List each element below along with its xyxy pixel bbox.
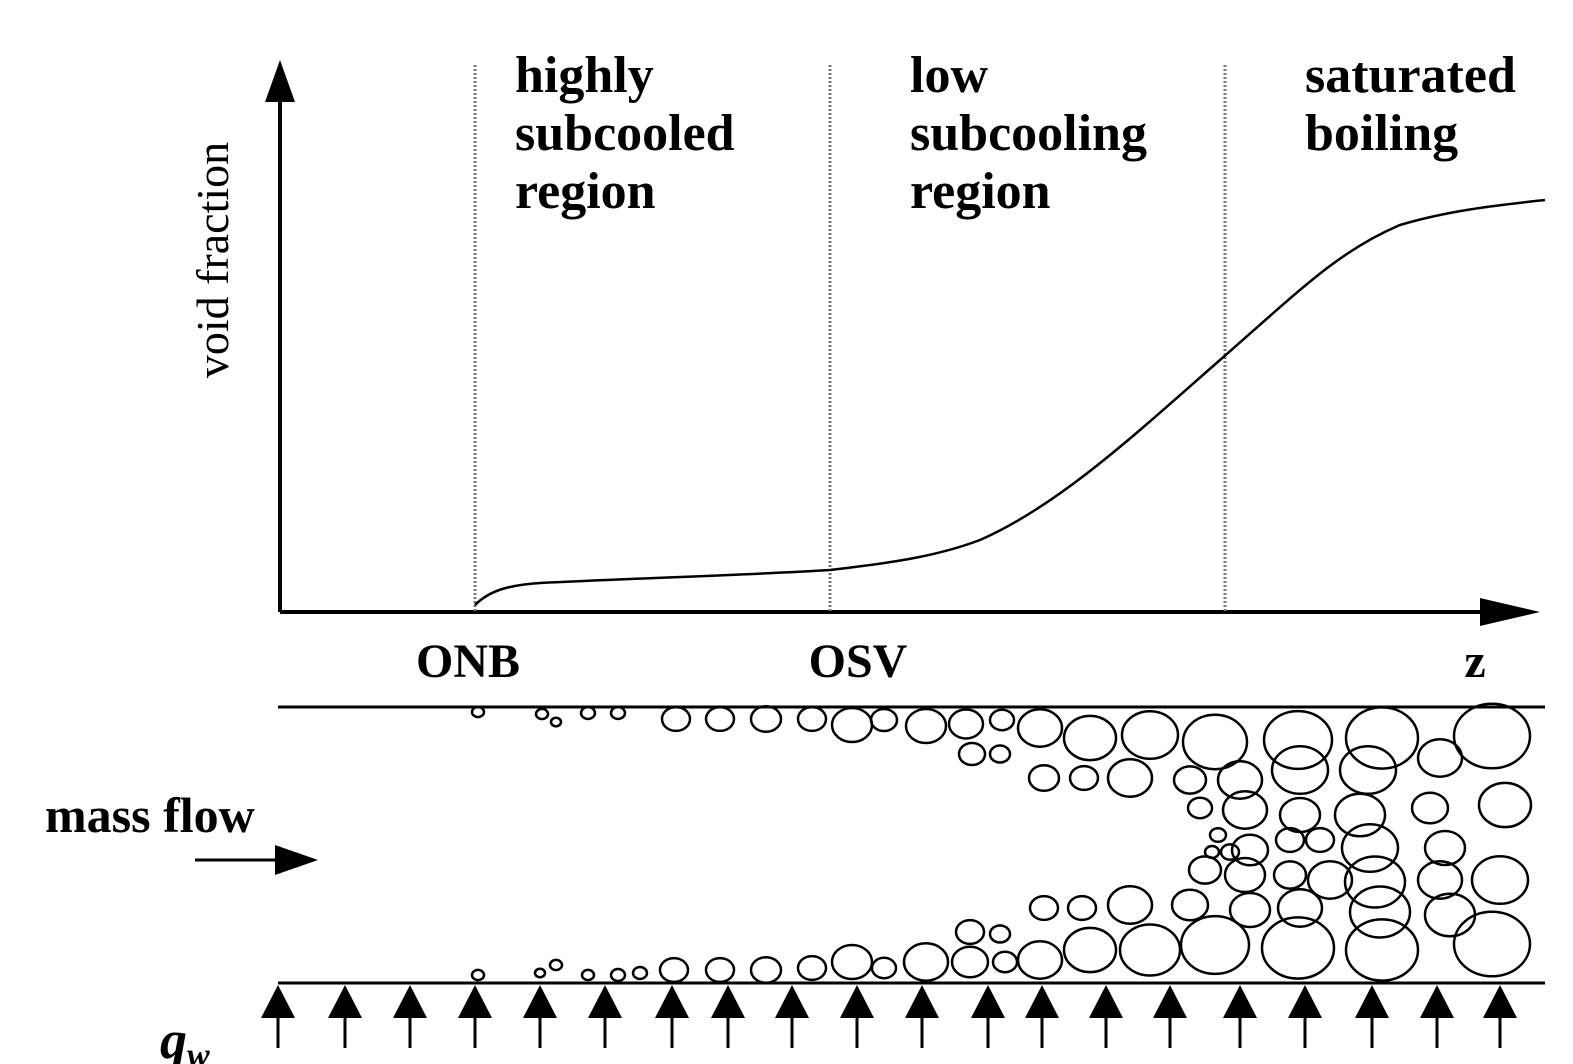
marker-label: OSV bbox=[809, 635, 908, 688]
flow-label: mass flow bbox=[45, 787, 255, 843]
subscript: w bbox=[187, 1037, 210, 1064]
marker-label: ONB bbox=[416, 635, 520, 688]
region-label: region bbox=[515, 163, 656, 220]
region-label: subcooling bbox=[910, 105, 1147, 162]
region-label: highly bbox=[515, 47, 654, 104]
region-label: subcooled bbox=[515, 105, 735, 162]
region-label: boiling bbox=[1305, 105, 1458, 162]
region-label: saturated bbox=[1305, 47, 1516, 104]
region-label: region bbox=[910, 163, 1051, 220]
axis-label: void fraction bbox=[187, 142, 238, 378]
symbol: q bbox=[160, 1010, 187, 1064]
marker-label: z bbox=[1464, 635, 1485, 688]
diagram: void fraction highly subcooled region lo… bbox=[0, 0, 1573, 1064]
region-label: low bbox=[910, 47, 988, 104]
